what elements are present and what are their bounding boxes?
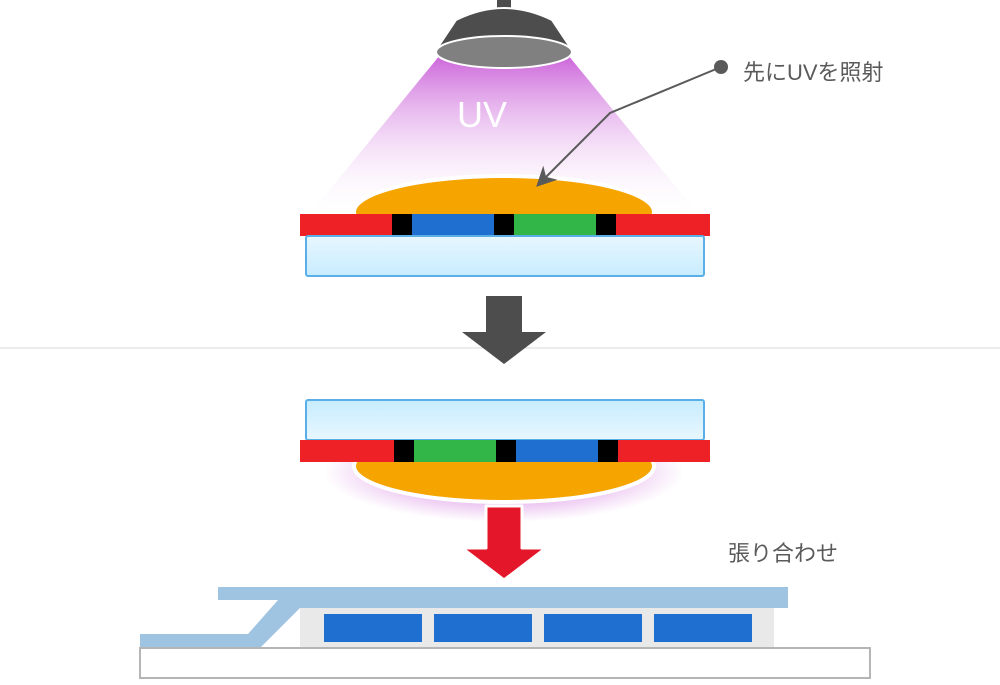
color-filter-strip-top bbox=[300, 214, 710, 236]
glass-panel-flipped bbox=[306, 400, 704, 440]
substrate-chip bbox=[434, 614, 532, 642]
callout-uv-first-label: 先にUVを照射 bbox=[743, 55, 884, 87]
glass-panel-top bbox=[306, 236, 704, 276]
color-filter-strip-flipped bbox=[300, 440, 710, 462]
substrate-chip bbox=[654, 614, 752, 642]
process-arrow-mid bbox=[462, 296, 546, 364]
callout-bond-label: 張り合わせ bbox=[728, 536, 838, 568]
callout-bullet bbox=[714, 60, 728, 74]
uv-label: UV bbox=[457, 94, 507, 136]
substrate-chip bbox=[324, 614, 422, 642]
substrate-base bbox=[140, 648, 870, 678]
substrate-chip bbox=[544, 614, 642, 642]
lamp-rim bbox=[436, 36, 572, 68]
